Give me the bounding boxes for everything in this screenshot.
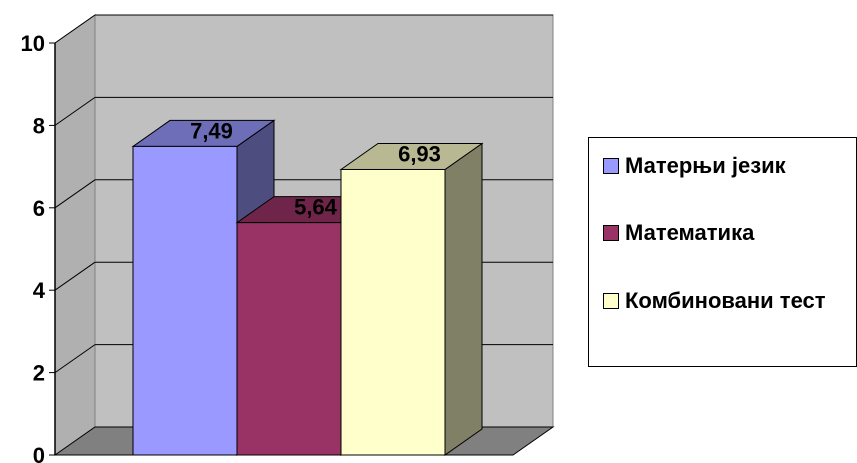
legend-label-1: Матерњи језик bbox=[625, 153, 786, 178]
legend-swatch-2 bbox=[603, 225, 619, 241]
data-label-1: 7,49 bbox=[190, 118, 233, 143]
data-label-3: 6,93 bbox=[398, 141, 441, 166]
data-labels: 7,49 5,64 6,93 bbox=[190, 118, 441, 219]
gridline-side bbox=[54, 344, 96, 374]
bars bbox=[131, 119, 484, 456]
y-tick-label: 10 bbox=[21, 31, 45, 56]
gridline-side bbox=[54, 14, 96, 44]
legend: Матерњи језик Математика Комбиновани тес… bbox=[588, 137, 857, 367]
legend-label-3: Комбиновани тест bbox=[625, 288, 826, 313]
y-axis: 0 2 4 6 8 10 bbox=[21, 31, 56, 463]
gridline-side bbox=[54, 261, 96, 291]
side-wall bbox=[54, 14, 96, 456]
legend-label-2: Математика bbox=[625, 220, 755, 245]
bar-side bbox=[444, 142, 483, 456]
y-tick-label: 8 bbox=[33, 113, 45, 138]
y-tick-label: 2 bbox=[33, 361, 45, 386]
y-tick-label: 0 bbox=[33, 443, 45, 463]
gridline-side bbox=[54, 96, 96, 126]
legend-item-2: Математика bbox=[603, 220, 855, 245]
bar-3 bbox=[339, 142, 484, 456]
legend-item-1: Матерњи језик bbox=[603, 153, 855, 178]
legend-swatch-1 bbox=[603, 158, 619, 174]
bar-front bbox=[340, 168, 446, 456]
y-tick-label: 4 bbox=[33, 278, 46, 303]
bar-front bbox=[236, 222, 342, 456]
legend-item-3: Комбиновани тест bbox=[603, 288, 855, 313]
legend-swatch-3 bbox=[603, 293, 619, 309]
gridline-side bbox=[54, 179, 96, 209]
bar-front bbox=[132, 145, 238, 456]
y-tick-label: 6 bbox=[33, 196, 45, 221]
data-label-2: 5,64 bbox=[294, 195, 338, 220]
